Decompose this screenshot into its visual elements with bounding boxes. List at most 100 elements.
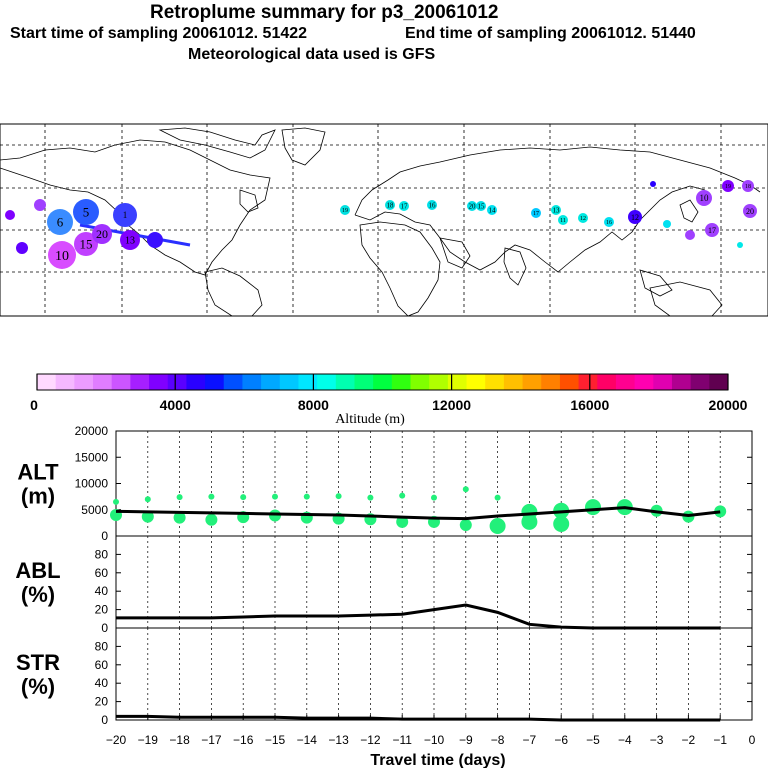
colorbar-swatch <box>335 374 355 390</box>
altitude-dot <box>113 498 119 505</box>
map-marker-label: 16 <box>606 220 612 226</box>
map-marker-label: 12 <box>580 216 586 222</box>
altitude-dot <box>521 503 538 520</box>
y-tick-label: 0 <box>101 621 108 635</box>
map-marker: 20 <box>743 204 757 218</box>
x-tick-label: −8 <box>491 733 505 747</box>
altitude-dot <box>553 515 570 532</box>
map-marker-dot <box>476 201 486 211</box>
altitude-dot <box>489 518 506 535</box>
map-marker: 13 <box>120 230 140 250</box>
x-tick-label: −19 <box>138 733 159 747</box>
map-marker-dot <box>399 201 409 211</box>
chart-title: Retroplume summary for p3_20061012 <box>150 2 499 23</box>
map-marker-dot <box>696 190 712 206</box>
map-marker-dot <box>147 232 163 248</box>
x-tick-label: −1 <box>713 733 727 747</box>
y-tick-label: 60 <box>95 658 109 672</box>
y-tick-label: 5000 <box>81 503 108 517</box>
x-tick-label: 0 <box>749 733 756 747</box>
altitude-dot <box>585 499 601 516</box>
altitude-dot <box>303 493 310 500</box>
x-tick-label: −15 <box>265 733 286 747</box>
map-marker-label: 20 <box>469 202 477 210</box>
map-marker-dot <box>650 181 656 187</box>
map-marker-label: 15 <box>478 202 486 210</box>
map-marker-label: 18 <box>387 201 395 209</box>
panel-alt: 0 5000 10000 15000 20000 ALT(m) <box>17 424 753 543</box>
altitude-dot <box>269 509 281 522</box>
map-marker-label: 5 <box>83 205 90 220</box>
map-marker-label: 20 <box>96 227 108 241</box>
map-marker: 15 <box>476 201 486 211</box>
map-marker-label: 13 <box>125 236 135 247</box>
map-marker: 19 <box>722 180 734 192</box>
panel-ylabel: (%) <box>21 582 55 607</box>
colorbar-swatch <box>205 374 225 390</box>
colorbar-swatch <box>597 374 617 390</box>
altitude-dot <box>176 494 183 501</box>
panel-ylabel: STR <box>16 650 60 675</box>
x-tick-label: −5 <box>586 733 600 747</box>
colorbar-swatch <box>55 374 75 390</box>
x-axis-label: Travel time (days) <box>370 752 505 768</box>
x-tick-label: −13 <box>328 733 349 747</box>
map-marker: 12 <box>578 213 588 223</box>
colorbar-tick-label: 4000 <box>160 397 191 413</box>
colorbar-swatch <box>690 374 710 390</box>
colorbar-swatch <box>223 374 243 390</box>
map-marker-label: 19 <box>342 208 348 214</box>
map-marker: 16 <box>427 200 437 210</box>
series-line <box>115 506 721 521</box>
map-marker-label: 17 <box>708 226 716 235</box>
altitude-dot <box>141 510 154 523</box>
map-marker: 6 <box>47 209 73 235</box>
colorbar-swatch <box>522 374 542 390</box>
x-tick-label: −17 <box>201 733 222 747</box>
map-marker: 18 <box>742 180 754 192</box>
map-marker-label: 17 <box>533 211 539 217</box>
map-marker: 14 <box>487 205 497 215</box>
map-marker-dot <box>5 210 15 220</box>
y-tick-label: 20 <box>95 603 109 617</box>
map-marker-label: 6 <box>57 215 64 230</box>
map-marker-dot <box>113 203 137 227</box>
panel-ylabel: ABL <box>15 558 60 583</box>
map-marker-label: 15 <box>80 237 93 252</box>
y-tick-label: 40 <box>95 584 109 598</box>
map-marker-dot <box>628 210 642 224</box>
colorbar-ticks: 0 4000 8000 12000 16000 20000 <box>30 374 748 413</box>
map-marker: 10 <box>696 190 712 206</box>
colorbar-swatch <box>559 374 580 390</box>
colorbar-swatch <box>279 374 299 390</box>
colorbar-tick-label: 8000 <box>298 397 329 413</box>
map-marker-dot <box>558 215 568 225</box>
colorbar-swatch <box>298 374 318 390</box>
map-marker-label: 16 <box>429 201 437 209</box>
map-marker-dot <box>722 180 734 192</box>
map-marker-dot <box>743 204 757 218</box>
colorbar: 0 4000 8000 12000 16000 20000 Altitude (m) <box>30 373 748 427</box>
x-tick-label: −2 <box>682 733 696 747</box>
map-marker-dot <box>531 208 541 218</box>
map-marker-dot <box>467 201 477 211</box>
x-tick-label: −18 <box>169 733 190 747</box>
y-tick-label: 60 <box>95 566 109 580</box>
x-tick-label: −20 <box>106 733 127 747</box>
altitude-dot <box>335 493 342 500</box>
map-marker-dot <box>385 200 395 210</box>
altitude-dot <box>431 494 437 501</box>
y-tick-label: 0 <box>101 713 108 727</box>
x-tick-label: −10 <box>424 733 445 747</box>
colorbar-swatch <box>634 374 654 390</box>
map-marker: 17 <box>705 223 719 237</box>
altitude-dot <box>205 513 218 526</box>
altitude-dot <box>240 494 247 501</box>
map-marker-dot <box>742 180 754 192</box>
panel-ylabel: ALT <box>17 460 59 485</box>
map-marker: 15 <box>74 232 98 256</box>
colorbar-swatch <box>74 374 94 390</box>
map-marker-label: 10 <box>55 249 69 264</box>
